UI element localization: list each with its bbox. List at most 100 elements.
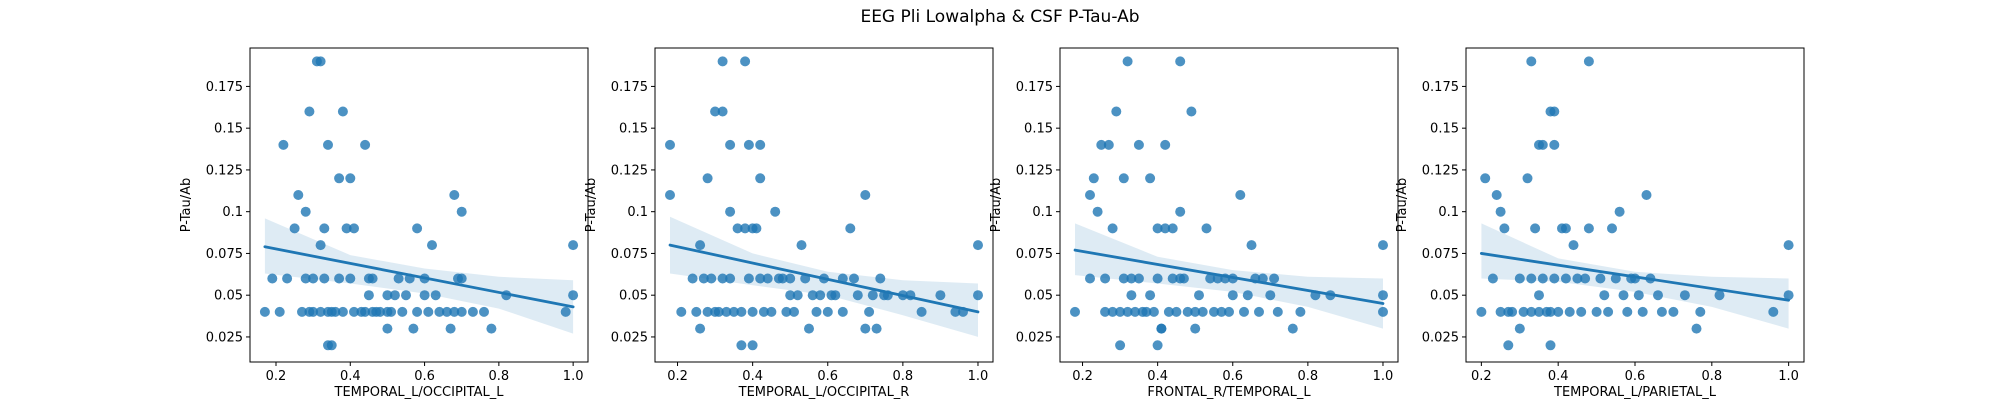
data-point [747, 306, 758, 317]
y-tick-label: 0.125 [611, 163, 648, 178]
data-point [1096, 139, 1107, 150]
data-point [1618, 290, 1629, 301]
data-point [315, 306, 326, 317]
data-point [1216, 306, 1227, 317]
data-point [713, 306, 724, 317]
data-point [1378, 240, 1388, 251]
data-point [736, 340, 747, 351]
x-tick-label: 0.2 [1072, 369, 1093, 384]
data-point [804, 323, 814, 334]
subplot-4: 0.2 0.4 0.6 0.8 1.0 0.025 0.05 0.075 0.1 0.125 0.1… [1395, 47, 1805, 400]
y-axis-label: P-Tau/Ab [179, 178, 194, 233]
data-point [1103, 139, 1114, 150]
data-point [1118, 273, 1129, 284]
data-point [1545, 340, 1556, 351]
x-tick-label: 0.8 [1701, 369, 1722, 384]
data-point [1085, 190, 1095, 200]
data-point [259, 306, 270, 317]
data-point [375, 306, 385, 317]
data-point [401, 290, 411, 301]
data-point [334, 173, 345, 184]
data-point [789, 306, 799, 317]
data-point [304, 106, 315, 117]
data-point [781, 306, 792, 317]
data-point [785, 290, 796, 301]
data-point [1522, 173, 1533, 184]
data-point [747, 340, 758, 351]
regression-line [668, 243, 980, 314]
data-point [293, 190, 304, 200]
data-point [308, 306, 319, 317]
data-point [445, 323, 456, 334]
data-point [1175, 206, 1186, 217]
y-tick-label: 0.15 [619, 122, 648, 137]
data-point [860, 190, 871, 200]
data-point [973, 290, 983, 301]
data-point [807, 290, 818, 301]
data-point [732, 223, 743, 234]
data-point [1572, 273, 1583, 284]
data-point [1679, 290, 1690, 301]
x-axis-label: FRONTAL_R/TEMPORAL_L [1147, 385, 1311, 400]
data-point [721, 306, 732, 317]
data-point [1695, 306, 1706, 317]
data-point [1537, 139, 1548, 150]
data-point [412, 223, 423, 234]
x-tick-label: 0.4 [340, 369, 361, 384]
data-point [702, 173, 713, 184]
data-point [367, 273, 378, 284]
data-point [1553, 306, 1564, 317]
y-tick-label: 0.125 [1422, 163, 1459, 178]
data-point [751, 223, 762, 234]
data-point [1545, 306, 1556, 317]
x-tick-label: 0.8 [1298, 369, 1319, 384]
data-point [845, 223, 856, 234]
data-point [1070, 306, 1080, 317]
x-axis-label: TEMPORAL_L/OCCIPITAL_R [738, 385, 910, 400]
data-point [330, 306, 341, 317]
data-point [796, 240, 807, 251]
data-point [486, 323, 497, 334]
data-point [743, 273, 754, 284]
data-point [568, 290, 579, 301]
data-point [1576, 306, 1587, 317]
y-tick-label: 0.1 [1438, 205, 1459, 220]
x-tick-label: 0.2 [667, 369, 688, 384]
data-point [1526, 56, 1537, 67]
data-point [736, 306, 747, 317]
data-point [337, 106, 348, 117]
regression-line [263, 245, 575, 309]
data-point [743, 139, 754, 150]
data-point [770, 206, 781, 217]
data-point [456, 306, 467, 317]
y-tick-label: 0.175 [206, 80, 243, 95]
data-point [1610, 273, 1621, 284]
data-point [1287, 323, 1298, 334]
data-point [1714, 290, 1725, 301]
data-point [706, 273, 717, 284]
data-point [456, 273, 467, 284]
data-point [278, 139, 289, 150]
data-point [1583, 223, 1594, 234]
data-point [973, 240, 983, 251]
data-point [300, 206, 311, 217]
data-point [1583, 56, 1594, 67]
y-tick-label: 0.025 [206, 330, 243, 345]
data-point [1560, 223, 1571, 234]
data-point [849, 273, 859, 284]
data-point [1487, 273, 1498, 284]
data-point [755, 173, 766, 184]
data-point [740, 223, 751, 234]
data-point [297, 306, 307, 317]
y-tick-label: 0.1 [222, 205, 243, 220]
data-point [1491, 190, 1502, 200]
y-tick-label: 0.025 [611, 330, 648, 345]
data-point [267, 273, 278, 284]
data-point [691, 306, 702, 317]
data-point [1476, 306, 1487, 317]
data-point [1167, 223, 1178, 234]
y-tick-label: 0.075 [1422, 247, 1459, 262]
data-point [1085, 273, 1095, 284]
data-point [282, 273, 293, 284]
